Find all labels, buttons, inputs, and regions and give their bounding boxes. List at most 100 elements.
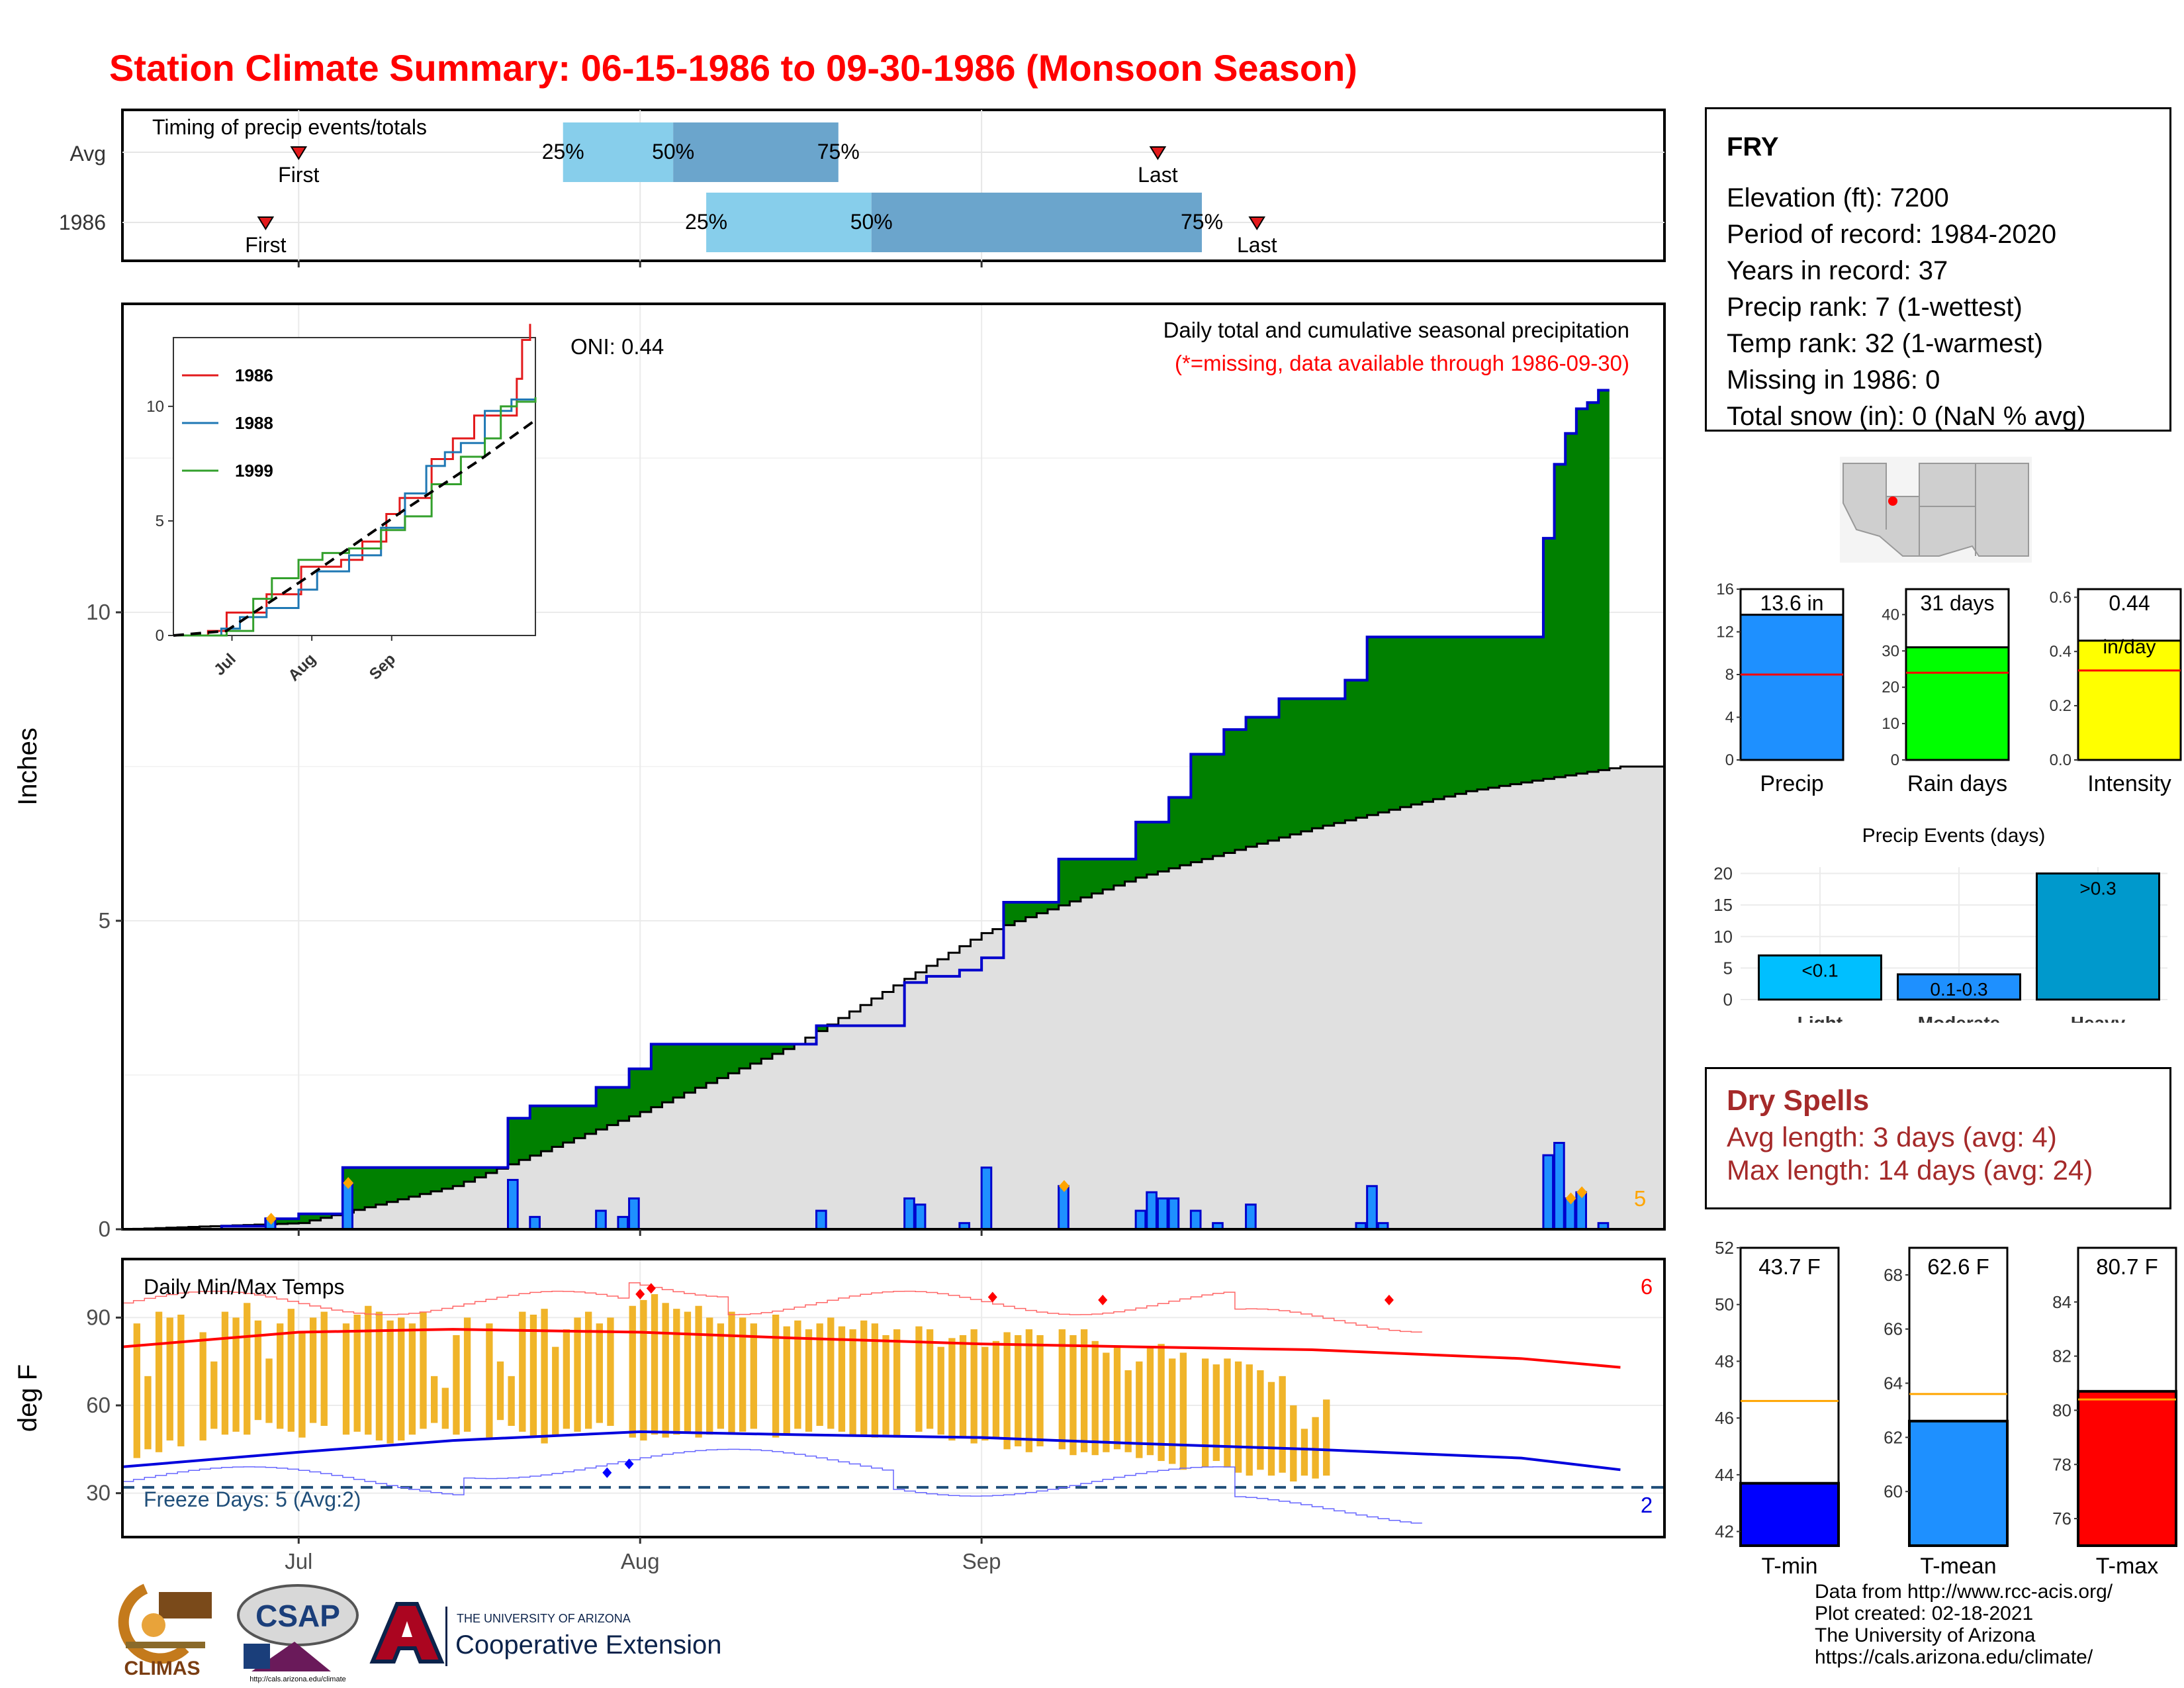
temp-summary-ytick-label: 66: [1884, 1319, 1903, 1339]
temp-summary-ytick-label: 52: [1715, 1238, 1734, 1258]
summary-value-label: 0.44: [2109, 591, 2150, 615]
daily-temp-range-bar: [794, 1320, 801, 1429]
temp-summary-value: 62.6 F: [1927, 1254, 1989, 1279]
daily-temp-range-bar: [398, 1317, 405, 1441]
daily-temp-range-bar: [849, 1329, 856, 1435]
daily-temp-range-bar: [882, 1335, 889, 1435]
temp-summary-value: 80.7 F: [2096, 1254, 2158, 1279]
precip-event-count: 5: [1634, 1186, 1646, 1211]
temp-ytick-label: 30: [86, 1481, 111, 1505]
dry-spells-box: Dry Spells Avg length: 3 days (avg: 4) M…: [1705, 1067, 2171, 1209]
ua-divider: [445, 1607, 447, 1666]
temp-summary-charts: 42 44 46 48 50 52 43.7 F T-min 60 62 64 66 68 62.6 F T…: [1715, 1238, 2177, 1579]
events-bar: [1897, 973, 2021, 1001]
avg-min-temp-line: [122, 1430, 1621, 1472]
timing-row-avg-label: Avg: [69, 142, 106, 165]
daily-temp-range-bar: [816, 1323, 823, 1426]
daily-temp-range-bar: [309, 1317, 317, 1423]
oni-label: ONI: 0.44: [570, 334, 664, 359]
precip-events-chart: Precip Events (days) 0 5 10 15 20 <0.1 Light 0.…: [1713, 825, 2167, 1023]
daily-temp-range-bar: [1169, 1358, 1176, 1464]
daily-temp-range-bar: [453, 1335, 460, 1435]
summary-ytick-label: 0: [1725, 751, 1734, 769]
events-bar-label: 0.1-0.3: [1930, 979, 1987, 1000]
timing-bar-lower: [706, 193, 872, 252]
daily-temp-range-bar: [1267, 1382, 1275, 1476]
daily-temp-range-bar: [915, 1326, 923, 1432]
daily-temp-range-bar: [1069, 1335, 1077, 1456]
daily-temp-range-bar: [1323, 1399, 1330, 1476]
daily-temp-range-bar: [1279, 1376, 1286, 1473]
daily-temp-range-bar: [1103, 1352, 1110, 1452]
temp-chart: 30 60 90 Jul Aug Sep Daily Min/Max Temps Fre…: [13, 1258, 1666, 1573]
daily-temp-range-bar: [750, 1323, 757, 1429]
daily-temp-range-bar: [287, 1309, 295, 1432]
daily-temp-range-bar: [1136, 1361, 1143, 1458]
precip-ylabel: Inches: [13, 727, 42, 806]
dry-spells-title: Dry Spells: [1727, 1084, 1870, 1117]
daily-temp-range-bar: [1036, 1335, 1044, 1446]
credit-line-3: The University of Arizona: [1815, 1624, 2036, 1646]
summary-value-bar: [1905, 646, 2010, 761]
daily-temp-range-bar: [684, 1311, 692, 1432]
events-ytick-label: 0: [1723, 990, 1733, 1009]
credit-line-2: Plot created: 02-18-2021: [1815, 1603, 2034, 1624]
csap-mountain: [251, 1642, 331, 1671]
daily-temp-range-bar: [298, 1332, 306, 1438]
record-low-marker: [624, 1458, 634, 1470]
events-ytick-label: 5: [1723, 958, 1733, 978]
csap-text: CSAP: [255, 1599, 340, 1633]
inset-ytick-label: 10: [146, 398, 164, 416]
page-title: Station Climate Summary: 06-15-1986 to 0…: [109, 47, 1357, 89]
summary-bar-charts: 0 4 8 12 16 13.6 in Precip 0 10 20 30 40 31 days Rain…: [1716, 581, 2182, 796]
daily-temp-range-bar: [144, 1376, 152, 1450]
daily-temp-range-bar: [244, 1303, 251, 1435]
inset-frame: [173, 337, 536, 636]
extreme-event-marker: [265, 1213, 277, 1225]
summary-ytick-label: 0.6: [2050, 588, 2071, 606]
temp-ytick-label: 60: [86, 1393, 111, 1417]
events-category-label: Moderate: [1918, 1013, 2000, 1023]
daily-temp-range-bar: [937, 1346, 944, 1435]
daily-temp-range-bar: [431, 1376, 438, 1423]
daily-temp-range-bar: [607, 1317, 614, 1426]
daily-temp-range-bar: [1124, 1370, 1132, 1452]
inset-line-1988: [173, 397, 537, 637]
summary-bar-label: Intensity: [2087, 771, 2171, 796]
events-category-label: Heavy: [2071, 1013, 2126, 1023]
summary-ytick-label: 30: [1882, 642, 1899, 660]
daily-temp-range-bar: [1300, 1429, 1308, 1476]
summary-ytick-label: 40: [1882, 606, 1899, 624]
summary-ytick-label: 20: [1882, 679, 1899, 696]
events-title: Precip Events (days): [1862, 825, 2046, 847]
summary-value-bar: [1739, 614, 1844, 761]
summary-ytick-label: 4: [1725, 709, 1734, 727]
daily-temp-range-bar: [1091, 1340, 1099, 1456]
temp-summary-value: 43.7 F: [1758, 1254, 1821, 1279]
extreme-event-marker: [1576, 1186, 1588, 1199]
timing-q25-label: 25%: [542, 140, 584, 164]
record-high-marker: [646, 1283, 656, 1294]
record-low-marker: [602, 1467, 612, 1478]
temp-summary-ytick-label: 42: [1715, 1522, 1734, 1542]
daily-temp-range-bar: [199, 1332, 206, 1441]
daily-temp-range-bar: [1234, 1361, 1242, 1473]
timing-q75-label: 75%: [817, 140, 860, 164]
daily-temp-range-bar: [783, 1326, 790, 1435]
summary-ytick-label: 0: [1891, 751, 1899, 769]
inset-ytick-label: 0: [156, 627, 164, 645]
ua-block-a-hole: [402, 1621, 412, 1637]
summary-ytick-label: 8: [1725, 666, 1734, 684]
daily-temp-range-bar: [1113, 1346, 1121, 1450]
daily-temp-range-bar: [1212, 1364, 1220, 1462]
climas-logo: CLIMAS: [118, 1583, 212, 1679]
daily-temp-range-bar: [353, 1315, 361, 1432]
timing-bar-upper: [673, 122, 839, 182]
daily-temp-range-bar: [970, 1329, 978, 1444]
climas-emblem-top: [159, 1592, 212, 1618]
credit-line-1: Data from http://www.rcc-acis.org/: [1815, 1581, 2113, 1603]
timing-last-label: Last: [1237, 233, 1277, 257]
daily-temp-range-bar: [1158, 1344, 1165, 1462]
inset-legend-label: 1999: [235, 461, 273, 481]
daily-temp-range-bar: [1312, 1417, 1319, 1479]
